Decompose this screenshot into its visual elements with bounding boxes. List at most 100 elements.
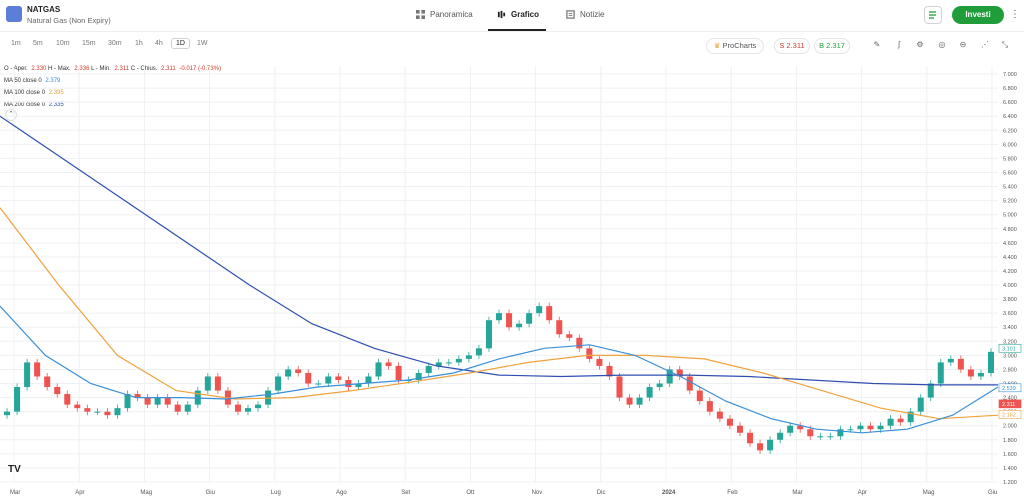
candle-body [84, 408, 91, 412]
candle-body [666, 369, 673, 384]
candle-body [365, 376, 372, 384]
buy-button[interactable]: B 2.317 [814, 38, 850, 54]
top-bar: NATGAS Natural Gas (Non Expiry) Panorami… [0, 0, 1024, 32]
price-badge [998, 410, 1022, 419]
ma50-line [0, 305, 999, 434]
x-tick-label: Ott [466, 490, 474, 496]
candle-body [44, 376, 51, 388]
draw-pencil-icon[interactable]: ✎ [873, 40, 881, 49]
close-value: 2.311 [161, 66, 176, 72]
candle-body [234, 404, 241, 412]
low-label: L - Min. [91, 66, 111, 72]
candle-body [435, 362, 442, 366]
x-tick-label: Giu [988, 490, 997, 496]
procharts-button[interactable]: ♛ ProCharts [706, 38, 764, 54]
candle-body [827, 436, 834, 438]
sell-button[interactable]: S 2.311 [774, 38, 810, 54]
x-tick-label: Apr [858, 490, 867, 496]
price-chart[interactable]: 7.000 6.800 6.600 6.400 6.200 6.000 5.800 5.600… [0, 58, 1024, 498]
candle-body [837, 429, 844, 437]
candle-body [546, 306, 553, 321]
y-tick-label: 5.400 [1003, 185, 1017, 191]
x-tick-label: Mag [140, 490, 152, 496]
x-tick-label: Set [401, 490, 410, 496]
list-add-icon [929, 11, 936, 19]
ma200-label: MA 200 close 0 [4, 102, 46, 108]
candle-body [556, 320, 563, 335]
candle-body [14, 387, 21, 412]
candle-body [867, 425, 874, 430]
y-tick-label: 2.800 [1003, 367, 1017, 373]
timeframe-1w[interactable]: 1W [197, 40, 208, 47]
ma50-legend[interactable]: MA 50 close 0 2.379 [4, 78, 60, 84]
candle-body [767, 439, 774, 451]
candle-body [255, 404, 262, 409]
price-badge [998, 343, 1022, 353]
tab-panoramica[interactable]: Panoramica [416, 10, 473, 19]
price-badge-label: 3.101 [1002, 346, 1016, 352]
x-tick-label: Nov [532, 490, 543, 496]
candle-body [877, 425, 884, 430]
x-tick-label: Lug [271, 490, 281, 496]
timeframe-30m[interactable]: 30m [108, 40, 122, 47]
x-tick-label: Feb [727, 490, 738, 496]
candle-body [144, 397, 151, 405]
y-tick-label: 4.200 [1003, 269, 1017, 275]
y-tick-label: 4.400 [1003, 255, 1017, 261]
open-label: O - Aper. [4, 66, 28, 72]
candle-body [656, 383, 663, 388]
candle-body [506, 313, 513, 328]
ma200-line [0, 115, 998, 386]
grid-icon [416, 10, 425, 19]
candle-body [355, 383, 362, 388]
timeframe-5m[interactable]: 5m [33, 40, 43, 47]
candle-body [465, 355, 472, 359]
candle-body [94, 411, 101, 413]
procharts-label: ProCharts [722, 41, 757, 50]
candle-body [937, 362, 944, 384]
y-tick-label: 6.400 [1003, 114, 1017, 120]
camera-icon[interactable]: ◎ [938, 40, 946, 49]
x-tick-label: Dic [597, 490, 606, 496]
price-badge-label: 2.311 [1002, 402, 1015, 408]
ma100-legend[interactable]: MA 100 close 0 2.395 [4, 90, 64, 96]
timeframe-15m[interactable]: 15m [82, 40, 96, 47]
ma200-legend[interactable]: MA 200 close 0 2.335 [4, 102, 64, 108]
tab-label: Panoramica [430, 10, 473, 19]
zoom-out-icon[interactable]: ⊖ [959, 40, 967, 49]
candle-body [706, 401, 713, 412]
ma50-label: MA 50 close 0 [4, 78, 42, 84]
settings-gear-icon[interactable]: ⚙ [916, 40, 924, 49]
instrument-symbol: NATGAS [27, 5, 61, 14]
y-tick-label: 1.200 [1003, 480, 1017, 486]
tab-notizie[interactable]: Notizie [566, 10, 604, 19]
timeframe-1d[interactable]: 1D [171, 38, 190, 49]
candle-body [305, 372, 312, 384]
timeframe-1h[interactable]: 1h [135, 40, 143, 47]
timeframe-10m[interactable]: 10m [56, 40, 70, 47]
y-tick-label: 6.800 [1003, 86, 1017, 92]
tab-label: Grafico [511, 10, 540, 19]
candle-body [957, 358, 964, 370]
timeframe-1m[interactable]: 1m [11, 40, 21, 47]
timeframe-4h[interactable]: 4h [155, 40, 163, 47]
fullscreen-icon[interactable]: ⤡ [1001, 40, 1009, 49]
candle-body [586, 348, 593, 359]
candle-body [475, 348, 482, 356]
candle-body [907, 411, 914, 423]
candle-body [244, 408, 252, 412]
candle-body [54, 387, 61, 395]
tab-grafico[interactable]: Grafico [497, 10, 539, 19]
indicators-icon[interactable]: ʃ [898, 40, 900, 49]
candle-body [606, 365, 613, 377]
ma100-value: 2.395 [48, 90, 64, 96]
candle-body [807, 429, 814, 437]
share-icon[interactable]: ⋰ [981, 40, 989, 49]
y-tick-label: 5.800 [1003, 156, 1017, 162]
invest-button[interactable]: Investi [952, 6, 1004, 24]
candle-body [686, 376, 693, 391]
more-menu-icon[interactable]: ⋮ [1010, 9, 1020, 20]
watchlist-button[interactable] [924, 6, 942, 24]
candle-body [164, 397, 171, 405]
candle-body [526, 313, 533, 324]
